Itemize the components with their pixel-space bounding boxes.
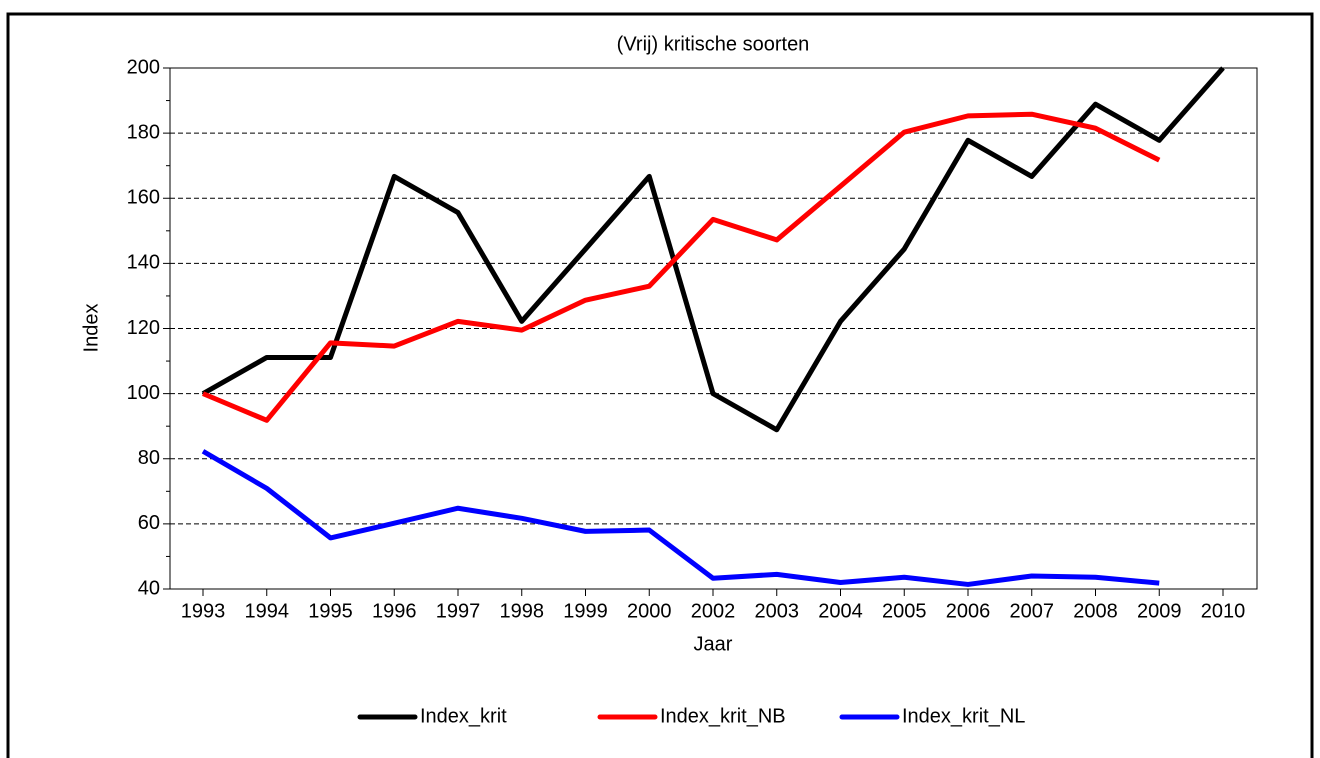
legend-label: Index_krit_NL	[902, 705, 1025, 727]
y-tick-label: 140	[127, 252, 160, 274]
frame	[6, 12, 1314, 758]
x-tick-label: 1995	[308, 600, 353, 622]
line-series	[201, 66, 1225, 433]
x-tick-label: 2009	[1137, 600, 1182, 622]
y-tick-label: 200	[127, 56, 160, 78]
x-tick-label: 1993	[181, 600, 226, 622]
y-axis-label: Index	[80, 304, 102, 353]
x-tick-label: 1996	[372, 600, 417, 622]
legend-label: Index_krit_NB	[660, 705, 786, 727]
line-series	[201, 449, 1160, 587]
legend-label: Index_krit	[420, 705, 507, 727]
x-tick-label: 2005	[882, 600, 927, 622]
chart-title: (Vrij) kritische soorten	[617, 33, 810, 55]
x-tick-label: 2010	[1201, 600, 1246, 622]
y-tick-label: 100	[127, 382, 160, 404]
x-tick-label: 2002	[691, 600, 736, 622]
y-tick-label: 180	[127, 121, 160, 143]
x-tick-label: 2008	[1073, 600, 1118, 622]
x-tick-label: 1998	[500, 600, 545, 622]
x-tick-label: 1997	[436, 600, 481, 622]
x-tick-label: 2004	[818, 600, 863, 622]
x-tick-label: 2000	[627, 600, 672, 622]
x-tick-label: 2007	[1010, 600, 1055, 622]
line-series	[202, 111, 1161, 423]
y-tick-label: 60	[138, 512, 160, 534]
x-tick-label: 2003	[755, 600, 800, 622]
x-tick-label: 1994	[245, 600, 290, 622]
y-tick-label: 160	[127, 187, 160, 209]
x-tick-label: 1999	[563, 600, 608, 622]
y-tick-label: 40	[138, 577, 160, 599]
y-tick-label: 80	[138, 447, 160, 469]
y-tick-label: 120	[127, 317, 160, 339]
x-axis-label: Jaar	[694, 633, 733, 655]
x-tick-label: 2006	[946, 600, 991, 622]
